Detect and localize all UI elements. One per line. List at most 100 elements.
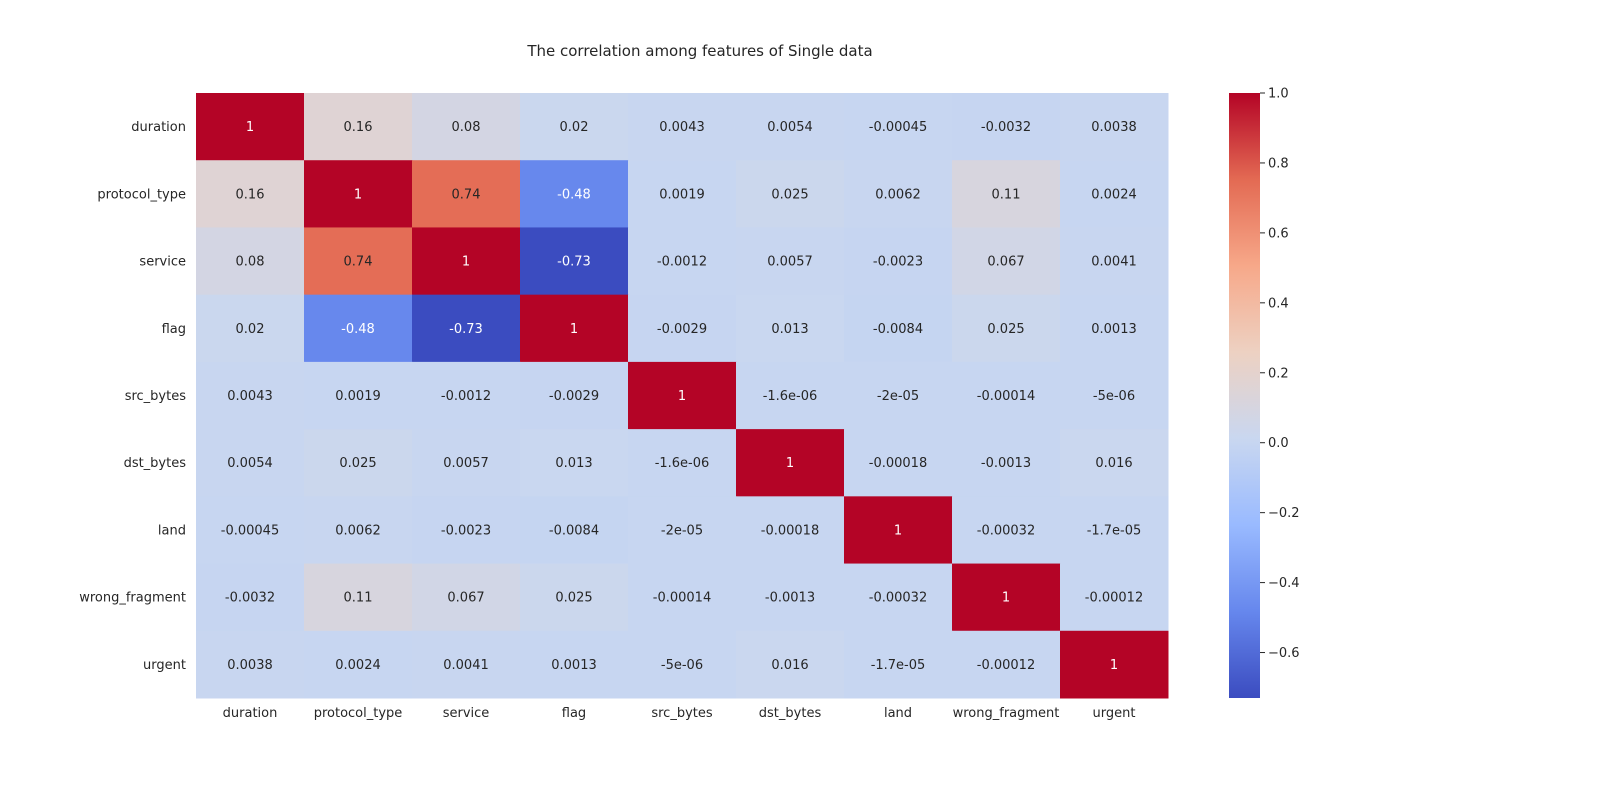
heatmap-cell (736, 227, 845, 296)
heatmap-cell (1060, 294, 1169, 363)
heatmap-cell (952, 496, 1061, 565)
heatmap-cell (1060, 429, 1169, 497)
x-tick-label: service (443, 706, 490, 721)
heatmap-cell (196, 630, 305, 699)
cell-annotation: 0.013 (771, 322, 808, 337)
heatmap-cell (628, 496, 737, 565)
cell-annotation: 1 (786, 456, 794, 471)
cell-annotation: 0.0062 (335, 523, 381, 538)
heatmap-cell (412, 93, 521, 161)
heatmap-cell (844, 563, 953, 632)
heatmap-cell (304, 630, 413, 699)
cell-annotation: 0.0054 (767, 120, 813, 135)
cell-annotation: 0.0041 (443, 658, 489, 673)
cell-annotation: -0.0032 (981, 120, 1031, 135)
heatmap-cell (844, 429, 953, 497)
cell-annotation: -0.00032 (977, 523, 1035, 538)
colorbar-tick-label: 0.4 (1268, 296, 1289, 311)
cell-annotation: -0.0023 (873, 255, 923, 270)
heatmap-cell (196, 429, 305, 497)
heatmap-cell (628, 361, 737, 430)
colorbar-tick-label: −0.4 (1268, 576, 1300, 591)
heatmap-cell (628, 294, 737, 363)
heatmap-cell (412, 361, 521, 430)
colorbar-tick-label: 0.8 (1268, 156, 1289, 171)
heatmap-cell (844, 496, 953, 565)
cell-annotation: -0.0013 (765, 591, 815, 606)
heatmap-cell (736, 563, 845, 632)
cell-annotation: -0.0012 (657, 255, 707, 270)
y-tick-label: src_bytes (125, 389, 187, 404)
cell-annotation: -2e-05 (877, 389, 919, 404)
cell-annotation: 0.0013 (551, 658, 597, 673)
cell-annotation: -0.00014 (653, 591, 711, 606)
cell-annotation: -0.0012 (441, 389, 491, 404)
heatmap-cell (952, 563, 1061, 632)
x-tick-label: flag (562, 706, 586, 721)
heatmap-cell (736, 361, 845, 430)
heatmap-cell (628, 160, 737, 228)
cell-annotation: 0.08 (452, 120, 481, 135)
cell-annotation: -1.6e-06 (655, 456, 710, 471)
heatmap-cell (736, 93, 845, 161)
cell-annotation: -0.00032 (869, 591, 927, 606)
cell-annotation: -5e-06 (1093, 389, 1135, 404)
heatmap-cell (952, 160, 1061, 228)
x-tick-label: duration (223, 706, 278, 721)
cell-annotation: 0.0057 (767, 255, 813, 270)
cell-annotation: -0.0029 (657, 322, 707, 337)
cell-annotation: -0.48 (341, 322, 375, 337)
colorbar-tick-label: 0.2 (1268, 366, 1289, 381)
cell-annotation: -0.73 (557, 255, 591, 270)
x-axis-tick-labels: duration protocol_type service flag src_byte… (223, 706, 1136, 721)
cell-annotation: -0.00012 (1085, 591, 1143, 606)
heatmap-cell (628, 563, 737, 632)
cell-annotation: 0.0019 (335, 389, 381, 404)
cell-annotation: 1 (894, 523, 902, 538)
cell-annotation: 0.067 (447, 591, 484, 606)
heatmap-cell (844, 227, 953, 296)
heatmap-cell (736, 630, 845, 699)
cell-annotation: -0.0013 (981, 456, 1031, 471)
heatmap-cell (196, 563, 305, 632)
cell-annotation: -0.0084 (549, 523, 599, 538)
y-tick-label: wrong_fragment (79, 591, 186, 606)
heatmap-cell (736, 429, 845, 497)
heatmap-cell (304, 294, 413, 363)
heatmap-cell (412, 294, 521, 363)
heatmap-cell (304, 361, 413, 430)
heatmap-cell (520, 361, 629, 430)
x-tick-label: land (884, 706, 912, 721)
heatmap-cell (304, 93, 413, 161)
heatmap-cell (952, 227, 1061, 296)
cell-annotation: -1.7e-05 (1087, 523, 1142, 538)
x-tick-label: protocol_type (314, 706, 403, 721)
cell-annotation: -0.48 (557, 187, 591, 202)
colorbar-tick-label: −0.2 (1268, 506, 1300, 521)
cell-annotation: 0.02 (560, 120, 589, 135)
cell-annotation: -0.00018 (761, 523, 819, 538)
heatmap-cells (196, 93, 1169, 699)
heatmap-cell (304, 160, 413, 228)
heatmap-cell (196, 361, 305, 430)
cell-annotation: -1.6e-06 (763, 389, 818, 404)
x-tick-label: src_bytes (651, 706, 713, 721)
cell-annotation: -0.00045 (221, 523, 279, 538)
heatmap-cell (1060, 361, 1169, 430)
colorbar-tick-label: −0.6 (1268, 646, 1300, 661)
colorbar-tick-label: 1.0 (1268, 87, 1289, 102)
cell-annotation: 0.025 (771, 187, 808, 202)
heatmap-cell (952, 361, 1061, 430)
heatmap-cell (952, 93, 1061, 161)
cell-annotation: 0.0038 (227, 658, 273, 673)
heatmap-cell (304, 429, 413, 497)
cell-annotation: -0.0029 (549, 389, 599, 404)
heatmap-cell (412, 630, 521, 699)
heatmap-cell (1060, 160, 1169, 228)
y-tick-label: dst_bytes (124, 456, 187, 471)
heatmap-cell (952, 429, 1061, 497)
y-tick-label: protocol_type (97, 187, 186, 202)
cell-annotation: -2e-05 (661, 523, 703, 538)
